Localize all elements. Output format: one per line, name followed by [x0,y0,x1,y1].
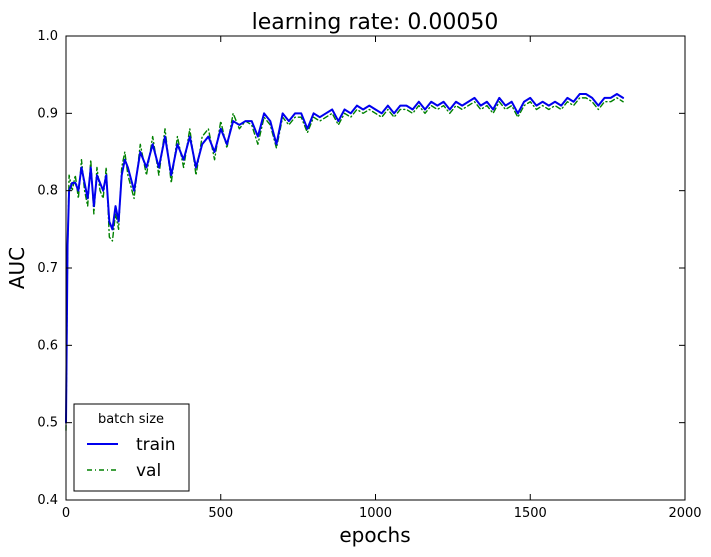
legend-train-label: train [136,435,176,455]
x-tick-label: 1500 [514,506,547,521]
x-tick-label: 500 [208,506,233,521]
legend-box: batch size train val [73,403,190,492]
legend-title: batch size [98,412,164,427]
x-tick-label: 1000 [359,506,392,521]
x-tick-label: 0 [62,506,70,521]
y-tick-label: 0.6 [37,338,58,353]
y-tick-label: 1.0 [37,29,58,44]
y-tick-label: 0.7 [37,261,58,276]
series-val-line [65,97,624,432]
y-tick-label: 0.5 [37,416,58,431]
series-layer [65,93,625,432]
y-tick-label: 0.8 [37,184,58,199]
legend-frame [73,403,190,492]
x-tick-label: 2000 [668,506,701,521]
y-axis-label: AUC [5,247,29,289]
y-tick-label: 0.9 [37,106,58,121]
chart-title: learning rate: 0.00050 [252,10,499,35]
y-tick-label: 0.4 [37,493,58,508]
x-axis-label: epochs [339,523,410,547]
series-train-line [65,93,625,424]
legend-val-label: val [136,461,161,481]
axis-layer: 0 500 1000 1500 2000 0.4 0.5 0.6 0.7 0.8 0.9 1.0 [37,29,701,521]
